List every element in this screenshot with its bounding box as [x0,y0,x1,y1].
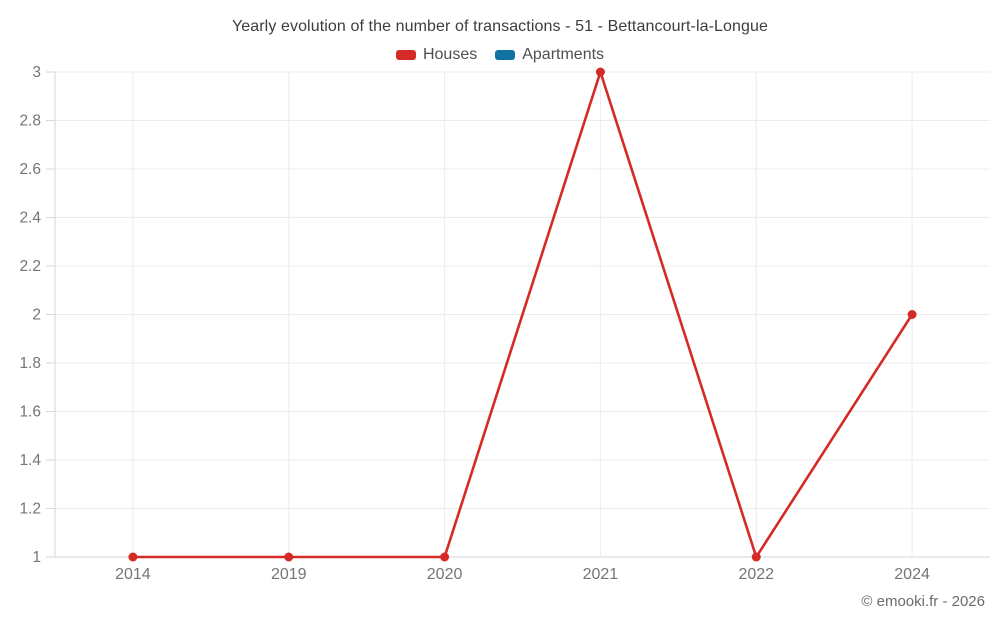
houses-data-point[interactable] [907,310,917,319]
y-tick-label: 1.8 [19,355,41,372]
x-tick-label: 2014 [115,566,151,583]
houses-data-point[interactable] [595,67,605,77]
x-tick-label: 2022 [738,566,774,583]
legend-item-houses[interactable]: Houses [395,46,478,64]
apartments-legend-swatch-icon [495,50,516,60]
y-tick-label: 2.6 [19,161,41,178]
y-tick-label: 1 [32,549,41,566]
y-tick-label: 2.4 [19,210,41,227]
watermark: © emooki.fr - 2026 [861,593,985,610]
legend-item-apartments[interactable]: Apartments [495,46,604,64]
y-tick-label: 1.2 [19,501,41,518]
houses-data-point[interactable] [128,552,138,562]
apartments-legend-label: Apartments [522,46,605,63]
y-tick-label: 1.4 [19,452,41,469]
houses-series-line [132,70,914,559]
chart-legend: Houses Apartments [0,46,1000,64]
y-tick-label: 3 [32,64,41,81]
y-tick-label: 2.8 [19,113,41,130]
houses-data-point[interactable] [751,552,761,562]
houses-data-point[interactable] [284,552,294,562]
houses-legend-label: Houses [422,46,478,63]
chart-title: Yearly evolution of the number of transa… [231,18,769,35]
x-tick-label: 2021 [583,566,619,583]
x-tick-label: 2019 [271,566,307,583]
y-tick-label: 2.2 [19,258,41,275]
x-tick-label: 2020 [427,566,463,583]
x-tick-label: 2024 [894,566,930,583]
houses-legend-swatch-icon [395,50,416,60]
houses-data-point[interactable] [440,552,450,562]
y-tick-label: 1.6 [19,404,41,421]
y-tick-label: 2 [32,307,41,324]
